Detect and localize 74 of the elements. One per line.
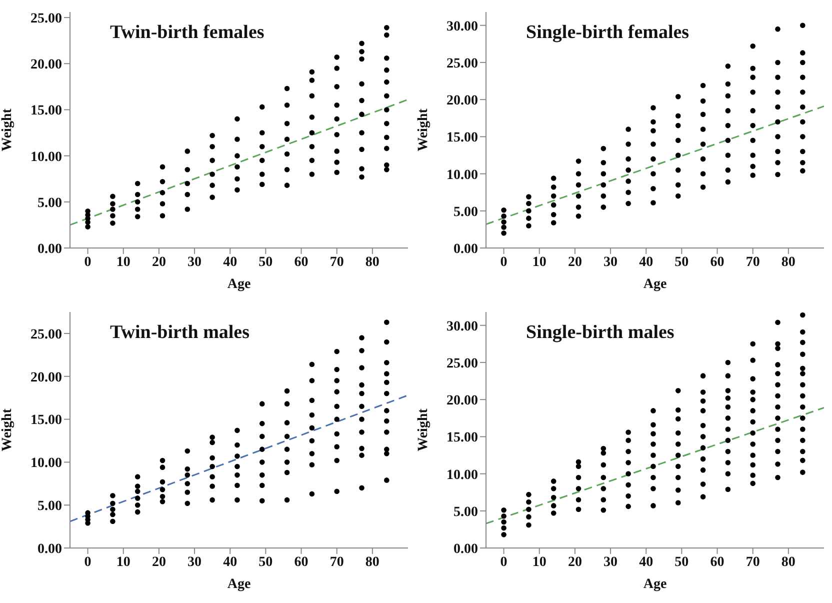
text: Single-birth males xyxy=(526,322,674,344)
text: Twin-birth males xyxy=(110,322,250,344)
y-tick-label: 5.00 xyxy=(38,196,62,211)
x-tick-label: 30 xyxy=(188,254,202,270)
y-axis-title: Weight xyxy=(0,408,15,452)
x-tick-label: 20 xyxy=(568,254,582,270)
x-tick-label: 20 xyxy=(152,254,166,270)
x-tick-label: 0 xyxy=(500,254,508,270)
y-tick-label: 0.00 xyxy=(38,242,62,257)
x-tick-label: 0 xyxy=(84,254,92,270)
x-axis-title: Age xyxy=(227,577,251,592)
x-tick-label: 80 xyxy=(781,554,796,570)
y-axis-title: Weight xyxy=(416,408,431,452)
x-tick-label: 30 xyxy=(604,554,618,570)
x-tick-label: 60 xyxy=(294,554,308,570)
x-tick-label: 10 xyxy=(116,254,130,270)
y-tick-label: 0.00 xyxy=(38,542,62,557)
y-tick-label: 15.00 xyxy=(446,130,478,146)
x-tick-label: 50 xyxy=(258,554,273,570)
y-tick-label: 10.00 xyxy=(446,168,478,183)
y-tick-label: 20.00 xyxy=(446,394,478,409)
y-tick-label: 15.00 xyxy=(30,104,62,119)
y-tick-label: 25.00 xyxy=(30,12,62,26)
x-tick-label: 50 xyxy=(258,254,273,270)
y-tick-label: 5.00 xyxy=(38,499,62,514)
x-tick-label: 40 xyxy=(639,554,654,570)
x-tick-label: 60 xyxy=(294,254,308,270)
y-tick-label: 0.00 xyxy=(454,242,478,257)
x-axis-title: Age xyxy=(643,277,667,292)
y-tick-label: 20.00 xyxy=(30,58,62,73)
y-tick-label: 10.00 xyxy=(30,150,62,165)
x-axis-title: Age xyxy=(643,577,667,592)
y-tick-label: 10.00 xyxy=(30,456,62,472)
x-axis-title: Age xyxy=(227,277,251,292)
x-tick-label: 20 xyxy=(152,554,166,570)
x-tick-label: 10 xyxy=(532,554,546,570)
x-tick-label: 40 xyxy=(223,254,238,270)
x-tick-label: 80 xyxy=(781,254,796,270)
y-tick-label: 5.00 xyxy=(454,504,478,520)
y-axis-title: Weight xyxy=(416,108,431,152)
x-tick-label: 20 xyxy=(568,554,582,570)
x-tick-label: 10 xyxy=(116,554,130,570)
x-tick-label: 60 xyxy=(710,554,724,570)
y-tick-label: 20.00 xyxy=(30,370,62,386)
x-tick-label: 50 xyxy=(674,554,689,570)
y-tick-label: 0.00 xyxy=(454,542,478,557)
y-tick-label: 25.00 xyxy=(446,356,478,372)
y-tick-label: 25.00 xyxy=(446,56,478,72)
x-tick-label: 40 xyxy=(639,254,654,270)
x-tick-label: 80 xyxy=(365,254,380,270)
y-tick-label: 30.00 xyxy=(446,319,478,334)
x-tick-label: 0 xyxy=(500,554,508,570)
x-tick-label: 0 xyxy=(84,554,92,570)
x-tick-label: 60 xyxy=(710,254,724,270)
text: Twin-birth females xyxy=(110,22,264,44)
y-tick-label: 10.00 xyxy=(446,468,478,483)
x-tick-label: 30 xyxy=(604,254,618,270)
x-tick-label: 70 xyxy=(330,554,344,570)
y-tick-label: 20.00 xyxy=(446,94,478,109)
x-tick-label: 50 xyxy=(674,254,689,270)
x-tick-label: 70 xyxy=(746,254,760,270)
x-tick-label: 10 xyxy=(532,254,546,270)
y-tick-label: 30.00 xyxy=(446,19,478,34)
y-tick-label: 25.00 xyxy=(30,327,62,342)
x-tick-label: 80 xyxy=(365,554,380,570)
x-tick-label: 40 xyxy=(223,554,238,570)
y-tick-label: 15.00 xyxy=(30,413,62,428)
text: Single-birth females xyxy=(526,22,690,44)
y-axis-title: Weight xyxy=(0,108,15,152)
x-tick-label: 70 xyxy=(330,254,344,270)
x-tick-label: 30 xyxy=(188,554,202,570)
x-tick-label: 70 xyxy=(746,554,760,570)
y-tick-label: 15.00 xyxy=(446,430,478,446)
y-tick-label: 5.00 xyxy=(454,204,478,220)
